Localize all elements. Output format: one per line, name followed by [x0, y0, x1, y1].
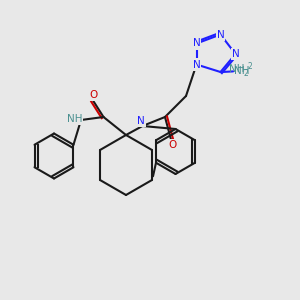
Text: N: N: [217, 29, 224, 40]
Text: 2: 2: [244, 69, 248, 78]
Text: N: N: [193, 38, 200, 49]
Text: O: O: [89, 90, 98, 100]
Text: O: O: [168, 140, 177, 150]
Text: NH: NH: [67, 113, 82, 124]
Text: N: N: [137, 116, 145, 126]
Text: NH: NH: [234, 65, 250, 76]
Text: N: N: [232, 49, 239, 59]
Text: N: N: [193, 59, 200, 70]
Text: 2: 2: [248, 62, 253, 71]
Text: NH: NH: [229, 64, 245, 74]
